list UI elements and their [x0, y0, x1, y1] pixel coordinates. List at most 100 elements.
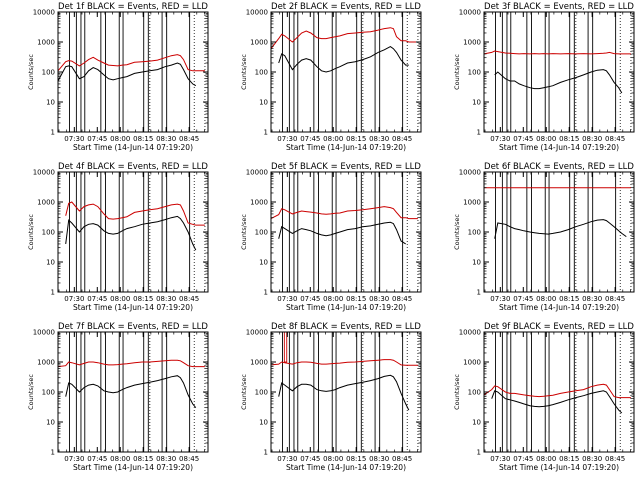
y-tick-label: 10000	[33, 329, 55, 337]
x-tick-label: 08:00	[110, 295, 130, 303]
y-tick-label: 100	[255, 389, 268, 397]
panel-det-4f: Det 4f BLACK = Events, RED = LLD 1 10 100 10…	[27, 162, 209, 312]
x-tick-label: 07:45	[87, 295, 107, 303]
x-tick-label: 07:45	[513, 455, 533, 463]
y-tick-label: 100	[42, 389, 55, 397]
y-tick-label: 10000	[246, 329, 268, 337]
x-tick-label: 07:30	[277, 455, 297, 463]
x-tick-label: 08:15	[346, 455, 366, 463]
x-tick-label: 07:30	[64, 295, 84, 303]
y-tick-label: 100	[42, 69, 55, 77]
x-tick-label: 07:30	[277, 295, 297, 303]
y-tick-label: 1	[51, 289, 55, 297]
x-tick-label: 07:30	[490, 295, 510, 303]
y-axis-label: Counts/sec	[27, 374, 35, 410]
y-axis-label: Counts/sec	[240, 54, 248, 90]
x-tick-label: 08:00	[323, 135, 343, 143]
lld-spike	[283, 331, 288, 363]
x-tick-label: 08:30	[369, 135, 389, 143]
panel-det-3f: Det 3f BLACK = Events, RED = LLD 1 10 100 10…	[453, 2, 635, 152]
x-tick-label: 08:45	[179, 295, 199, 303]
y-tick-label: 10000	[246, 169, 268, 177]
x-tick-label: 08:30	[156, 295, 176, 303]
x-tick-label: 07:45	[300, 455, 320, 463]
y-tick-label: 1	[51, 449, 55, 457]
panel-title: Det 5f BLACK = Events, RED = LLD	[271, 162, 421, 172]
series-line-lld	[270, 359, 418, 366]
panel-det-2f: Det 2f BLACK = Events, RED = LLD 1 10 100 10…	[240, 2, 422, 152]
y-axis-label: Counts/sec	[27, 214, 35, 250]
y-tick-label: 1000	[37, 199, 55, 207]
x-tick-label: 08:30	[156, 135, 176, 143]
x-axis-label: Start Time (14-Jun-14 07:19:20)	[499, 303, 619, 312]
x-tick-label: 08:30	[369, 295, 389, 303]
y-tick-label: 100	[468, 229, 481, 237]
x-tick-label: 08:15	[346, 295, 366, 303]
panel-det-5f: Det 5f BLACK = Events, RED = LLD 1 10 100 10…	[240, 162, 422, 312]
x-axis-label: Start Time (14-Jun-14 07:19:20)	[286, 143, 406, 152]
y-axis-label: Counts/sec	[453, 214, 461, 250]
y-tick-label: 1	[477, 129, 481, 137]
x-tick-label: 07:30	[490, 455, 510, 463]
panel-det-6f: Det 6f BLACK = Events, RED = LLD 1 10 100 10…	[453, 162, 635, 312]
y-axis-label: Counts/sec	[453, 374, 461, 410]
panel-title: Det 3f BLACK = Events, RED = LLD	[484, 2, 634, 12]
series-line-events	[491, 390, 623, 414]
x-axis-label: Start Time (14-Jun-14 07:19:20)	[286, 463, 406, 472]
y-tick-label: 100	[255, 69, 268, 77]
x-tick-label: 07:30	[64, 455, 84, 463]
series-line-lld	[483, 50, 631, 55]
y-tick-label: 1000	[463, 199, 481, 207]
x-tick-label: 07:45	[87, 455, 107, 463]
plot-frame	[57, 171, 209, 293]
x-tick-label: 08:45	[392, 295, 412, 303]
y-tick-label: 10	[472, 259, 481, 267]
y-tick-label: 10	[259, 419, 268, 427]
y-tick-label: 10	[46, 419, 55, 427]
y-tick-label: 1	[264, 449, 268, 457]
x-tick-label: 07:45	[513, 135, 533, 143]
x-tick-label: 08:00	[110, 455, 130, 463]
x-tick-label: 08:00	[536, 295, 556, 303]
series-line-events	[494, 219, 627, 239]
panel-title: Det 4f BLACK = Events, RED = LLD	[58, 162, 208, 172]
y-tick-label: 1000	[463, 359, 481, 367]
series-line-events	[57, 62, 197, 87]
y-axis-label: Counts/sec	[240, 374, 248, 410]
x-tick-label: 08:30	[582, 295, 602, 303]
x-tick-label: 07:45	[300, 295, 320, 303]
panel-title: Det 9f BLACK = Events, RED = LLD	[484, 322, 634, 332]
y-tick-label: 1000	[250, 39, 268, 47]
x-tick-label: 07:45	[87, 135, 107, 143]
x-tick-label: 08:30	[369, 455, 389, 463]
x-tick-label: 08:00	[110, 135, 130, 143]
series-line-lld	[270, 27, 418, 50]
x-axis-label: Start Time (14-Jun-14 07:19:20)	[499, 143, 619, 152]
panel-title: Det 8f BLACK = Events, RED = LLD	[271, 322, 421, 332]
x-axis-label: Start Time (14-Jun-14 07:19:20)	[286, 303, 406, 312]
plot-frame	[270, 11, 422, 133]
x-tick-label: 07:45	[513, 295, 533, 303]
x-tick-label: 07:30	[277, 135, 297, 143]
series-line-events	[65, 215, 197, 251]
x-tick-label: 08:15	[133, 455, 153, 463]
plot-frame	[57, 11, 209, 133]
panel-title: Det 2f BLACK = Events, RED = LLD	[271, 2, 421, 12]
y-tick-label: 1000	[37, 39, 55, 47]
series-line-lld	[483, 383, 631, 399]
y-tick-label: 100	[255, 229, 268, 237]
plot-frame	[483, 11, 635, 133]
x-tick-label: 08:30	[582, 135, 602, 143]
x-tick-label: 08:45	[605, 455, 625, 463]
x-axis-label: Start Time (14-Jun-14 07:19:20)	[73, 143, 193, 152]
series-line-lld	[270, 206, 418, 220]
series-line-events	[65, 375, 197, 409]
x-tick-label: 08:45	[179, 135, 199, 143]
x-tick-label: 08:30	[156, 455, 176, 463]
y-tick-label: 10000	[459, 329, 481, 337]
y-tick-label: 10	[259, 259, 268, 267]
panel-det-9f: Det 9f BLACK = Events, RED = LLD 1 10 100 10…	[453, 322, 635, 472]
x-tick-label: 08:45	[392, 135, 412, 143]
y-tick-label: 1000	[37, 359, 55, 367]
x-tick-label: 08:00	[323, 295, 343, 303]
